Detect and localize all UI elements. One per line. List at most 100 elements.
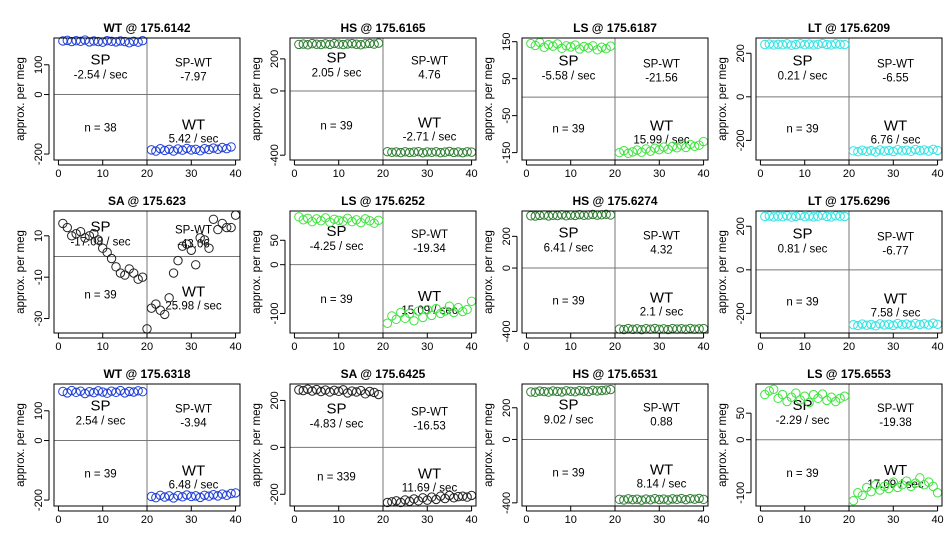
data-point — [356, 40, 366, 50]
data-point — [298, 215, 308, 225]
y-tick-label: 200 — [735, 44, 747, 62]
data-point — [919, 145, 929, 155]
data-point — [548, 41, 558, 51]
n-label: n = 39 — [552, 468, 584, 480]
data-point — [831, 211, 841, 221]
x-tick-label: 10 — [799, 514, 811, 526]
wt-label: WT — [418, 114, 441, 131]
data-point — [409, 147, 419, 157]
data-point — [901, 319, 912, 329]
data-point — [561, 41, 571, 51]
data-point — [199, 235, 210, 245]
panel-8: LT @ 175.6296 SP0.81 / sec SP-WT -6.77 n = 3… — [717, 194, 944, 353]
data-point — [539, 42, 549, 52]
panel-title: LS @ 175.6553 — [807, 367, 891, 381]
data-point — [195, 233, 205, 243]
data-point — [84, 387, 95, 397]
data-point — [347, 217, 357, 227]
data-point — [342, 388, 353, 398]
x-tick-label: 30 — [185, 341, 197, 353]
sp-label: SP — [792, 225, 812, 242]
x-tick-label: 40 — [931, 341, 943, 353]
y-tick-label: -200 — [33, 489, 45, 511]
data-point — [597, 42, 607, 52]
x-tick-label: 20 — [141, 341, 153, 353]
y-axis-label: approx. per meg — [15, 57, 27, 141]
x-tick-label: 10 — [97, 514, 109, 526]
data-point — [826, 212, 836, 222]
data-point — [822, 39, 832, 50]
y-tick-label: 0 — [33, 437, 45, 443]
data-point — [862, 146, 872, 156]
data-point — [614, 147, 625, 158]
wt-rate: 8.14 / sec — [637, 479, 687, 491]
y-tick-label: 200 — [735, 217, 747, 235]
panel-3: LS @ 175.6187 SP-5.58 / sec SP-WT -21.56 n =… — [483, 21, 710, 180]
data-point — [98, 387, 108, 397]
x-tick-label: 20 — [377, 514, 389, 526]
data-point — [329, 38, 339, 49]
data-points — [526, 37, 709, 159]
data-point — [848, 495, 859, 506]
data-point — [102, 247, 112, 258]
wt-label: WT — [182, 284, 205, 301]
data-point — [226, 222, 236, 233]
data-point — [404, 147, 415, 158]
sp-label: SP — [326, 223, 346, 240]
y-tick-label: 50 — [269, 234, 281, 246]
x-tick-label: 40 — [931, 514, 943, 526]
x-tick-label: 40 — [931, 168, 943, 180]
data-point — [928, 481, 938, 492]
data-points — [58, 210, 241, 334]
x-tick-label: 30 — [653, 514, 665, 526]
data-point — [817, 389, 828, 399]
y-tick-label: 0 — [269, 88, 281, 94]
data-point — [601, 44, 611, 54]
data-point — [597, 385, 607, 396]
diff-value: -6.55 — [882, 72, 908, 84]
x-tick-label: 20 — [141, 168, 153, 180]
wt-label: WT — [182, 462, 205, 479]
data-point — [566, 42, 576, 52]
data-point — [462, 492, 472, 502]
sp-label: SP — [558, 397, 578, 414]
data-point — [831, 39, 841, 49]
y-axis-label: approx. per meg — [483, 57, 495, 141]
data-point — [632, 145, 642, 155]
data-point — [422, 304, 432, 315]
wt-label: WT — [650, 118, 673, 135]
sp-rate: 9.02 / sec — [544, 415, 594, 427]
data-point — [928, 144, 938, 155]
x-tick-label: 10 — [799, 168, 811, 180]
data-points — [760, 384, 943, 506]
data-point — [93, 36, 103, 47]
panel-title: LT @ 175.6209 — [808, 21, 891, 35]
data-point — [396, 307, 406, 318]
data-point — [427, 310, 437, 321]
y-tick-label: 10 — [33, 230, 45, 242]
y-tick-label: -150 — [501, 142, 513, 164]
data-point — [535, 386, 545, 396]
diff-label: SP-WT — [175, 225, 212, 237]
x-tick-label: 20 — [609, 514, 621, 526]
diff-value: -7.97 — [180, 71, 206, 83]
data-point — [137, 35, 148, 46]
data-points — [58, 35, 236, 156]
data-point — [623, 148, 633, 159]
data-point — [782, 39, 792, 49]
y-tick-label: -10 — [33, 269, 45, 285]
data-point — [418, 493, 428, 503]
panel-1: WT @ 175.6142 SP-2.54 / sec SP-WT -7.97 n = … — [15, 21, 242, 180]
data-point — [160, 309, 170, 320]
data-point — [605, 384, 616, 395]
n-label: n = 39 — [84, 290, 116, 302]
data-point — [592, 45, 602, 55]
data-point — [182, 239, 192, 249]
data-point — [924, 146, 934, 156]
data-point — [351, 387, 362, 397]
data-point — [435, 491, 446, 501]
diff-value: -19.34 — [413, 243, 446, 255]
x-tick-label: 30 — [421, 514, 433, 526]
data-point — [186, 145, 196, 155]
data-point — [566, 386, 576, 396]
